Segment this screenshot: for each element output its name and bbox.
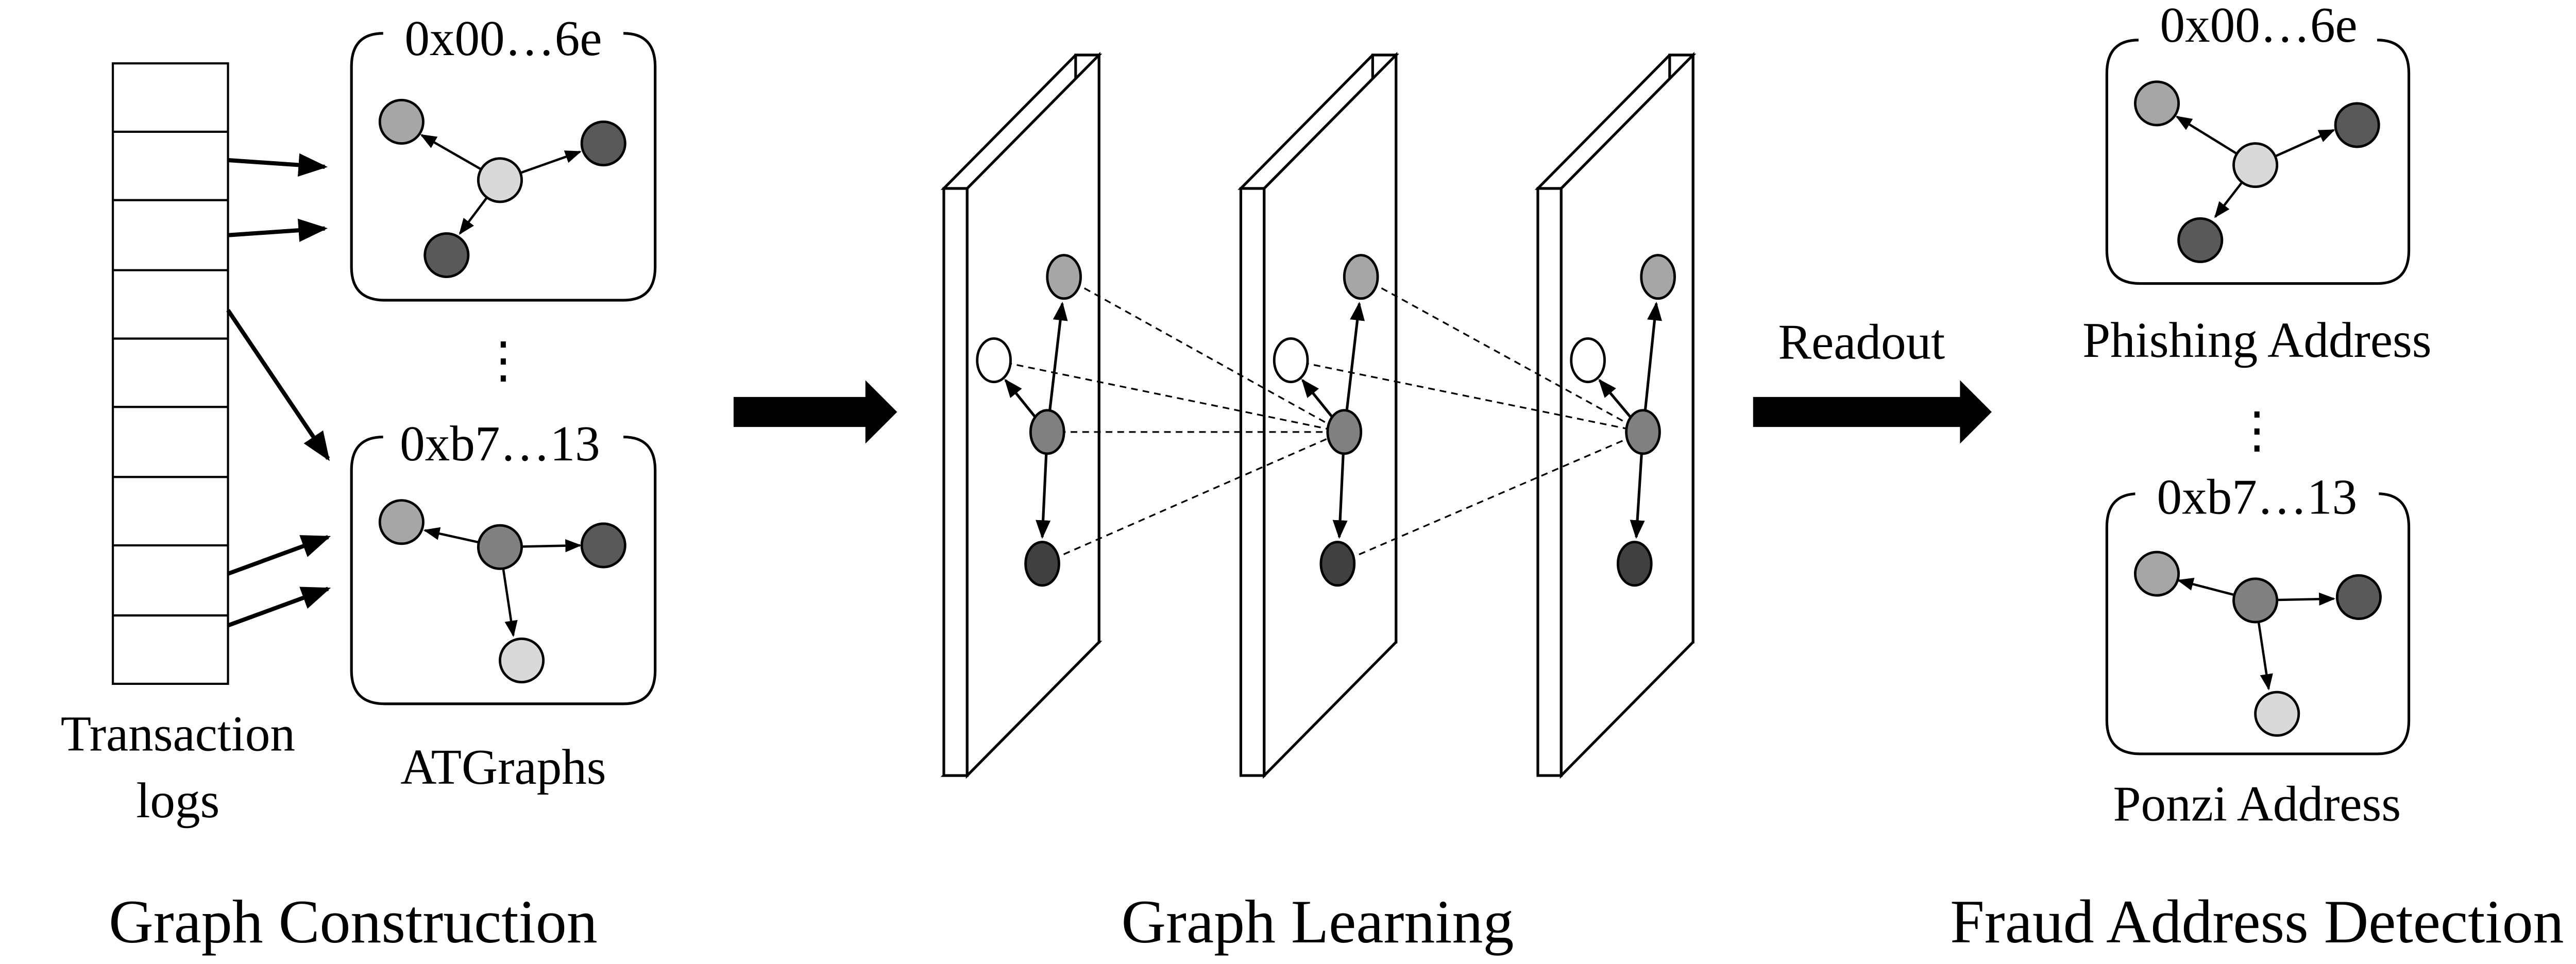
- graph-node: [2133, 80, 2180, 127]
- phishing-address-id: 0x00…6e: [2160, 0, 2358, 53]
- section-title-learning: Graph Learning: [1121, 887, 1514, 956]
- graph-node: [378, 499, 425, 545]
- graph-node: [1326, 409, 1363, 455]
- layer-graph-2: [1273, 254, 1379, 587]
- vertical-ellipsis-left: ⋮: [478, 333, 528, 388]
- graph-node: [499, 638, 545, 684]
- graph-node: [1319, 541, 1356, 587]
- readout-label: Readout: [1778, 314, 1945, 370]
- atgraph-box-bottom: 0xb7…13: [350, 414, 657, 705]
- graph-node: [1024, 541, 1060, 587]
- log-to-graph-arrows: [226, 153, 331, 628]
- graph-node: [1640, 254, 1676, 300]
- transaction-logs-label-line1: Transaction: [61, 706, 295, 762]
- graph-node: [580, 522, 626, 569]
- graph-node: [1570, 337, 1606, 384]
- layer-graph-1: [976, 254, 1082, 587]
- graph-node: [2334, 102, 2380, 148]
- transaction-logs-label-line2: logs: [136, 773, 219, 829]
- transaction-logs-table: [111, 62, 229, 685]
- graph-node: [2232, 577, 2279, 624]
- graph-node: [1616, 541, 1653, 587]
- graph-node: [2133, 550, 2180, 597]
- section-title-detection: Fraud Address Detection: [1950, 887, 2564, 956]
- graph-node: [423, 232, 470, 279]
- flow-arrow-left: [733, 380, 897, 444]
- graph-node: [580, 120, 626, 167]
- graph-node: [1029, 409, 1065, 455]
- graph-node: [1343, 254, 1379, 300]
- graph-node: [2232, 142, 2279, 188]
- graph-node: [976, 337, 1012, 384]
- graph-node: [2177, 217, 2224, 263]
- graph-node: [477, 157, 523, 203]
- atgraphs-label: ATGraphs: [400, 739, 606, 795]
- message-passing-lines: [993, 276, 1643, 565]
- vertical-ellipsis-right: ⋮: [2232, 403, 2282, 458]
- ponzi-address-id: 0xb7…13: [2157, 470, 2358, 525]
- phishing-address-label: Phishing Address: [2082, 313, 2431, 368]
- atgraph-address-bottom: 0xb7…13: [400, 416, 600, 472]
- ponzi-graph-box: 0xb7…13: [2105, 470, 2411, 755]
- graph-node: [2335, 574, 2382, 621]
- graph-node: [477, 524, 523, 570]
- graph-node: [1625, 409, 1661, 455]
- phishing-graph-box: 0x00…6e: [2105, 0, 2411, 285]
- layer-graph-3: [1570, 254, 1676, 587]
- graph-node: [1046, 254, 1082, 300]
- atgraph-box-top: 0x00…6e: [350, 6, 657, 302]
- graph-node: [2254, 691, 2300, 737]
- graph-node: [378, 98, 425, 145]
- graph-node: [1273, 337, 1309, 384]
- ponzi-address-label: Ponzi Address: [2113, 776, 2401, 832]
- atgraph-address-top: 0x00…6e: [404, 11, 602, 66]
- readout-arrow: [1753, 380, 1992, 444]
- section-title-construction: Graph Construction: [109, 887, 598, 956]
